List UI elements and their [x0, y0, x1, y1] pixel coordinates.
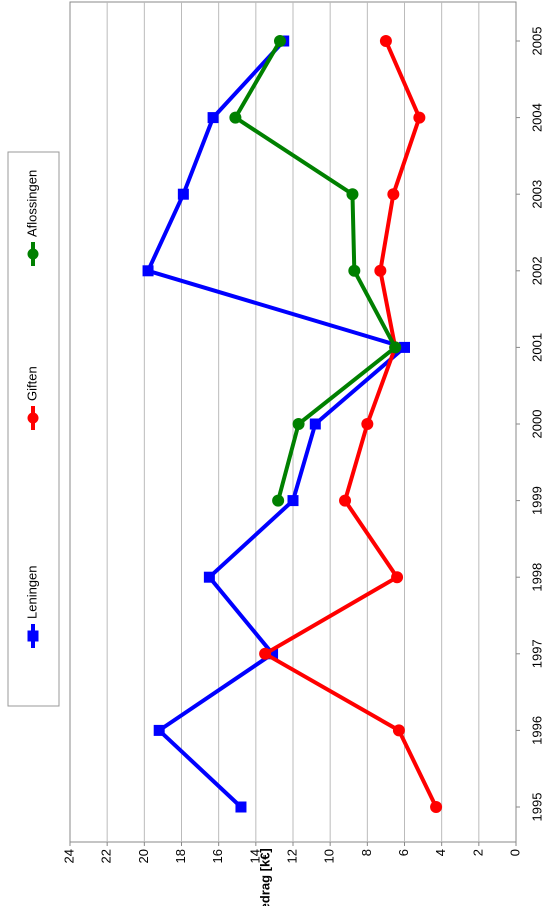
- legend-text-giften: Giften: [24, 366, 39, 401]
- category-tick-label: 2004: [529, 103, 544, 132]
- value-tick-label: 22: [99, 849, 114, 863]
- category-tick-label: 1996: [529, 716, 544, 745]
- value-tick-text: 20: [136, 849, 151, 863]
- category-tick-text: 1996: [529, 716, 544, 745]
- value-axis-title: Bedrag [k€]: [257, 848, 272, 906]
- point-leningen-1999: [287, 495, 299, 507]
- point-giften-2003: [387, 188, 400, 201]
- legend: Leningen Giften Aflossingen: [24, 170, 39, 648]
- point-aflossingen-2001: [389, 341, 402, 354]
- category-tick-label: 1997: [529, 639, 544, 668]
- legend-text-leningen: Leningen: [24, 566, 39, 620]
- point-leningen-2003: [177, 188, 189, 200]
- value-tick-text: 10: [322, 849, 337, 863]
- value-tick-text: 18: [173, 849, 188, 863]
- point-leningen-2004: [207, 112, 219, 124]
- category-tick-text: 1995: [529, 793, 544, 822]
- value-tick-label: 0: [507, 849, 522, 856]
- value-tick-label: 6: [396, 849, 411, 856]
- point-giften-1999: [339, 494, 352, 507]
- value-tick-label: 16: [210, 849, 225, 863]
- point-giften-2000: [361, 418, 374, 430]
- legend-item-giften: Giften: [24, 366, 39, 430]
- point-aflossingen-2005: [273, 35, 286, 47]
- legend-item-aflossingen: Aflossingen: [24, 170, 39, 266]
- category-tick-text: 2000: [529, 410, 544, 439]
- category-tick-label: 2001: [529, 333, 544, 362]
- point-giften-2002: [374, 264, 387, 277]
- legend-label-leningen: Leningen: [24, 566, 39, 620]
- category-tick-label: 2003: [529, 180, 544, 209]
- category-tick-label: 1998: [529, 563, 544, 592]
- category-tick-label: 2002: [529, 256, 544, 285]
- point-giften-2004: [413, 111, 426, 124]
- point-aflossingen-2003: [346, 188, 359, 201]
- value-tick-label: 4: [433, 849, 448, 856]
- point-aflossingen-2004: [229, 111, 242, 124]
- category-tick-text: 2005: [529, 27, 544, 56]
- value-tick-text: 2: [470, 849, 485, 856]
- category-tick-label: 2005: [529, 27, 544, 56]
- value-axis-title-text: Bedrag [k€]: [257, 848, 272, 906]
- point-giften-1997: [259, 647, 272, 660]
- value-tick-text: 4: [433, 849, 448, 856]
- value-tick-text: 16: [210, 849, 225, 863]
- category-tick-label: 1999: [529, 486, 544, 515]
- category-tick-label: 2000: [529, 410, 544, 439]
- value-tick-text: 12: [284, 849, 299, 863]
- category-tick-text: 2003: [529, 180, 544, 209]
- point-aflossingen-2000: [292, 418, 305, 430]
- point-giften-1995: [430, 801, 443, 813]
- category-tick-text: 2002: [529, 256, 544, 285]
- value-tick-text: 22: [99, 849, 114, 863]
- category-tick-text: 2001: [529, 333, 544, 362]
- value-tick-label: 20: [136, 849, 151, 863]
- point-giften-1998: [391, 571, 404, 584]
- category-tick-label: 1995: [529, 793, 544, 822]
- category-tick-text: 1999: [529, 486, 544, 515]
- point-aflossingen-2002: [348, 264, 361, 277]
- category-tick-text: 2004: [529, 103, 544, 132]
- legend-label-giften: Giften: [24, 366, 39, 401]
- point-leningen-1997: [267, 648, 279, 660]
- legend-text-aflossingen: Aflossingen: [24, 170, 39, 237]
- point-leningen-2002: [142, 265, 154, 277]
- value-tick-label: 2: [470, 849, 485, 856]
- point-giften-1996: [392, 724, 405, 737]
- category-axis-ticks: 1995 1996 1997 1998 1999 2000 2001 2002 2003 2004…: [516, 27, 544, 822]
- legend-marker-leningen: [27, 630, 39, 642]
- value-tick-text: 6: [396, 849, 411, 856]
- category-tick-text: 1998: [529, 563, 544, 592]
- legend-label-aflossingen: Aflossingen: [24, 170, 39, 237]
- value-tick-label: 18: [173, 849, 188, 863]
- legend-item-leningen: Leningen: [24, 566, 39, 648]
- value-tick-text: 0: [507, 849, 522, 856]
- value-tick-label: 10: [322, 849, 337, 863]
- point-leningen-2000: [309, 418, 321, 430]
- value-tick-text: 14: [247, 849, 262, 863]
- point-leningen-2001: [399, 341, 410, 353]
- point-giften-2005: [379, 35, 392, 47]
- value-tick-label: 14: [247, 849, 262, 863]
- point-leningen-1998: [203, 571, 215, 583]
- value-tick-text: 8: [359, 849, 374, 856]
- series-layer: [142, 35, 443, 813]
- legend-marker-aflossingen: [27, 248, 39, 260]
- value-tick-label: 24: [61, 849, 76, 863]
- value-tick-label: 8: [359, 849, 374, 856]
- point-leningen-1995: [235, 801, 247, 813]
- gridlines: [106, 2, 480, 842]
- value-tick-label: 12: [284, 849, 299, 863]
- legend-marker-giften: [27, 412, 39, 424]
- point-aflossingen-1999: [272, 494, 285, 507]
- value-tick-text: 24: [61, 849, 76, 863]
- point-leningen-1996: [153, 724, 165, 736]
- category-tick-text: 1997: [529, 639, 544, 668]
